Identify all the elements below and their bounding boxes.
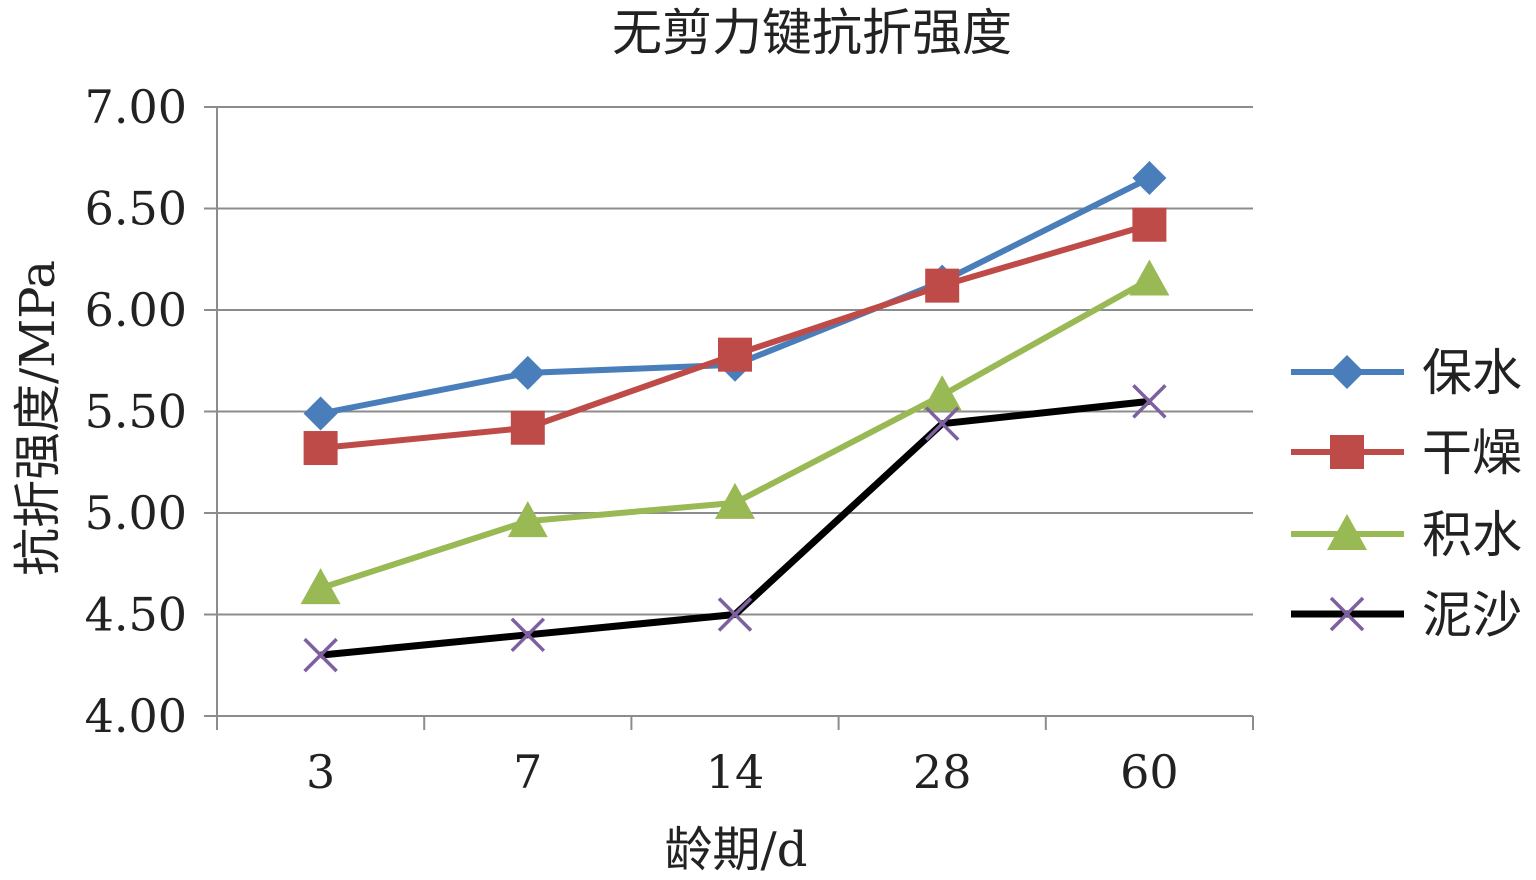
data-point	[300, 568, 341, 605]
x-tick-label: 28	[913, 745, 972, 799]
series-lines	[300, 161, 1170, 673]
series-0	[303, 161, 1167, 431]
series-3	[303, 384, 1167, 673]
data-point	[303, 431, 338, 466]
data-point	[715, 482, 755, 519]
data-point	[1129, 259, 1170, 296]
x-tick-label: 7	[513, 745, 542, 799]
axes	[204, 106, 1254, 730]
legend-label: 泥沙	[1422, 586, 1522, 644]
legend-label: 保水	[1422, 344, 1522, 402]
data-point	[1132, 207, 1167, 242]
x-tick-label: 3	[306, 745, 335, 799]
data-point	[510, 355, 545, 390]
series-1	[303, 207, 1167, 466]
legend-item-2: 积水	[1291, 506, 1522, 564]
data-point	[1132, 384, 1167, 419]
data-point	[303, 396, 338, 431]
y-tick-labels: 4.00 4.50 5.00 5.50 6.00 6.50 7.00	[85, 80, 187, 743]
legend-item-1: 干燥	[1291, 424, 1522, 482]
series-line-3	[320, 397, 1150, 659]
x-tick-label: 14	[706, 745, 765, 799]
x-tick-labels: 3 7 14 28 60	[306, 745, 1179, 799]
y-tick-label: 4.00	[85, 689, 187, 743]
y-tick-label: 5.00	[85, 486, 187, 540]
data-point	[1132, 161, 1167, 196]
y-tick-label: 5.50	[85, 385, 187, 439]
chart-title: 无剪力键抗折强度	[612, 4, 1012, 62]
data-point	[510, 410, 545, 445]
legend-label: 积水	[1422, 506, 1522, 564]
data-point	[718, 337, 752, 372]
series-2	[300, 259, 1170, 605]
data-point	[510, 617, 546, 653]
y-tick-label: 4.50	[85, 588, 187, 642]
data-point	[303, 637, 338, 673]
gridlines	[217, 106, 1253, 616]
y-tick-label: 6.50	[85, 182, 187, 236]
y-tick-label: 7.00	[85, 80, 187, 134]
data-point	[925, 268, 960, 303]
legend-marker	[1330, 435, 1364, 469]
legend-marker	[1327, 514, 1367, 550]
x-tick-label: 60	[1120, 745, 1179, 799]
legend-marker	[1330, 355, 1364, 389]
legend-marker	[1329, 596, 1365, 632]
legend-label: 干燥	[1422, 424, 1522, 482]
legend-item-0: 保水	[1291, 344, 1522, 402]
data-point	[922, 375, 963, 412]
data-point	[717, 597, 753, 632]
x-axis-label: 龄期/d	[665, 822, 808, 878]
data-point	[924, 406, 960, 441]
data-point	[507, 501, 548, 538]
y-tick-label: 6.00	[85, 283, 187, 337]
legend-item-3: 泥沙	[1291, 586, 1522, 644]
y-axis-label: 抗折强度/MPa	[10, 260, 66, 576]
